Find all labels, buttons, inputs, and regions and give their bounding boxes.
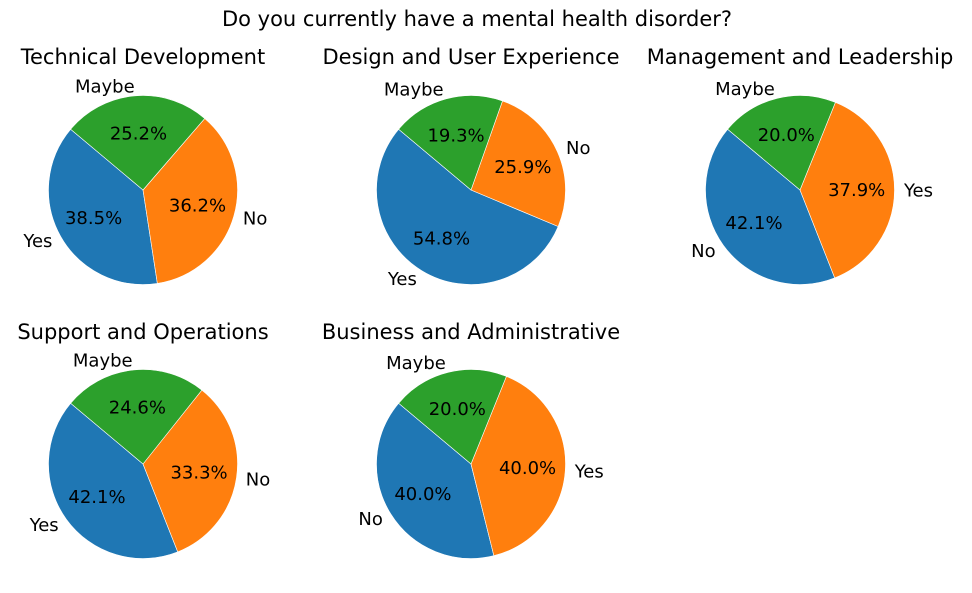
pie-title: Design and User Experience — [322, 45, 619, 69]
pie-label-no: No — [358, 509, 382, 530]
pie-slice-maybe — [398, 369, 507, 465]
pie-slice-maybe — [70, 369, 203, 465]
pie-slice-yes — [376, 128, 559, 285]
pie-slice-maybe — [70, 95, 206, 191]
pie-label-yes: Yes — [22, 231, 52, 252]
pie-slice-yes — [799, 101, 895, 279]
pie-label-maybe: Maybe — [386, 353, 446, 374]
pie-grid: Technical Development Yes 38.5% No 36.2% Mayb… — [17, 45, 953, 559]
pie-slice-maybe — [398, 95, 503, 191]
pie-percent-no: 36.2% — [169, 196, 226, 217]
pie-label-maybe: Maybe — [715, 79, 775, 100]
pie-percent-maybe: 25.2% — [110, 123, 167, 144]
pie-percent-yes: 37.9% — [828, 180, 885, 201]
pie-slice-no — [470, 100, 566, 227]
pie-label-yes: Yes — [574, 461, 604, 482]
pie-label-yes: Yes — [29, 515, 59, 536]
pie-slice-no — [142, 389, 238, 553]
pie-percent-yes: 40.0% — [499, 458, 556, 479]
pie-slice-maybe — [727, 95, 836, 191]
pie-label-no: No — [243, 209, 267, 230]
pie-label-maybe: Maybe — [384, 80, 444, 101]
pie-percent-no: 42.1% — [725, 213, 782, 234]
pie-percent-yes: 42.1% — [68, 487, 125, 508]
pie-chart-business-and-administrative: Business and Administrative No 40.0% Yes 40.… — [322, 320, 620, 559]
pie-percent-yes: 54.8% — [413, 228, 470, 249]
pie-slice-no — [376, 402, 495, 559]
pie-label-maybe: Maybe — [75, 76, 135, 97]
pie-slice-no — [142, 118, 238, 284]
pie-label-no: No — [246, 469, 270, 490]
pie-title: Technical Development — [20, 45, 265, 69]
pie-chart-support-and-operations: Support and Operations Yes 42.1% No 33.3% May… — [17, 320, 270, 559]
pie-slice-yes — [48, 402, 179, 559]
pie-chart-technical-development: Technical Development Yes 38.5% No 36.2% Mayb… — [20, 45, 267, 285]
pie-label-yes: Yes — [903, 180, 933, 201]
pie-percent-yes: 38.5% — [65, 208, 122, 229]
pie-chart-management-and-leadership: Management and Leadership No 42.1% Yes 37.9%… — [647, 45, 954, 285]
pie-title: Management and Leadership — [647, 45, 954, 69]
pie-title: Business and Administrative — [322, 320, 620, 344]
pie-percent-no: 33.3% — [170, 462, 227, 483]
figure-title: Do you currently have a mental health di… — [222, 7, 732, 31]
pie-percent-maybe: 24.6% — [109, 398, 166, 419]
pie-percent-maybe: 20.0% — [758, 125, 815, 146]
pie-label-no: No — [691, 241, 715, 262]
pie-percent-no: 40.0% — [394, 484, 451, 505]
pie-slice-yes — [48, 128, 158, 285]
pie-slice-no — [705, 128, 836, 285]
pie-chart-design-and-user-experience: Design and User Experience Yes 54.8% No 25.9… — [322, 45, 619, 290]
pie-label-maybe: Maybe — [73, 351, 133, 372]
pie-label-yes: Yes — [387, 269, 417, 290]
pie-percent-no: 25.9% — [494, 157, 551, 178]
pie-percent-maybe: 19.3% — [427, 125, 484, 146]
pie-percent-maybe: 20.0% — [429, 399, 486, 420]
pie-label-no: No — [566, 138, 590, 159]
pie-slice-yes — [470, 375, 566, 557]
pie-title: Support and Operations — [17, 320, 268, 344]
